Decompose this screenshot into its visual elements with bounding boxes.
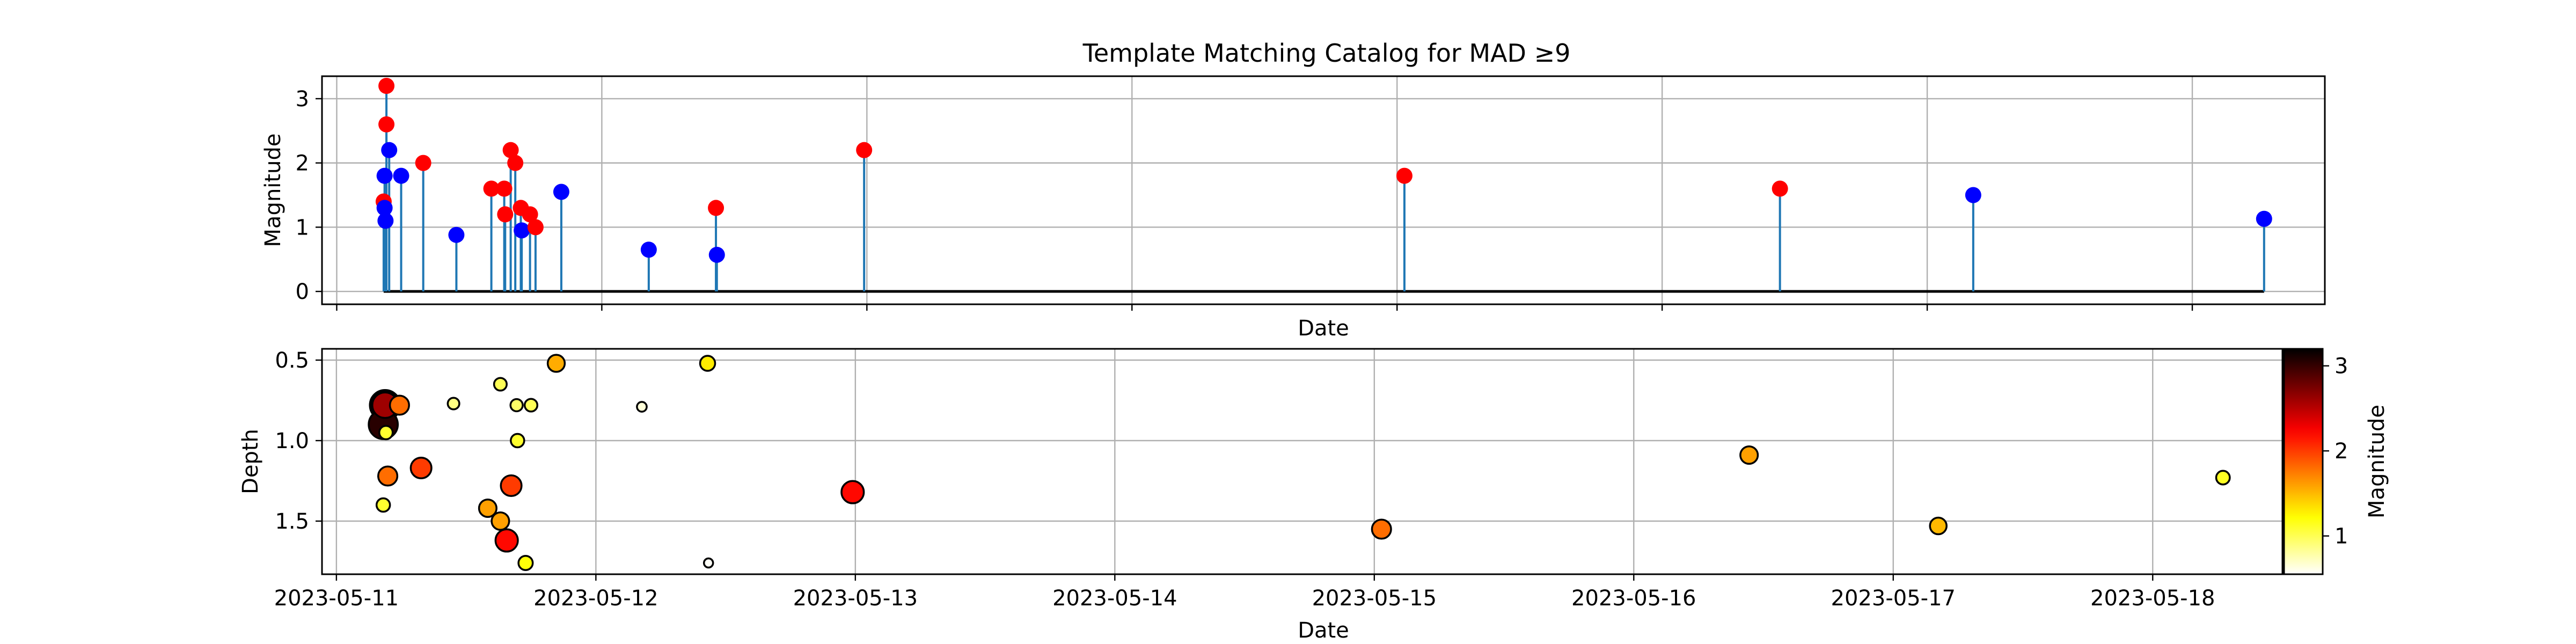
depth-marker <box>510 433 525 449</box>
stem-marker <box>483 180 500 197</box>
stem-marker <box>527 219 544 236</box>
stem-marker <box>514 222 530 239</box>
depth-marker <box>546 354 566 373</box>
depth-marker <box>409 456 433 480</box>
bottom-x-axis-label: Date <box>1298 618 1349 643</box>
stem-marker <box>1396 167 1413 184</box>
bottom-y-axis-label: Depth <box>238 429 263 494</box>
y-tick-label: 0.5 <box>275 348 309 373</box>
x-tick-label: 2023-05-14 <box>1052 586 1177 611</box>
x-tick-label: 2023-05-15 <box>1312 586 1437 611</box>
y-tick-label: 1 <box>296 215 309 240</box>
depth-marker <box>478 498 497 518</box>
stem-marker <box>856 142 873 158</box>
depth-marker <box>389 394 410 416</box>
stem-marker <box>377 213 394 229</box>
top-axes-frame <box>321 75 2326 305</box>
colorbar-tick-label: 1 <box>2334 524 2348 549</box>
y-tick-label: 2 <box>296 151 309 176</box>
depth-marker <box>1929 516 1948 536</box>
depth-marker <box>377 465 399 487</box>
colorbar-bar <box>2283 348 2324 575</box>
stem-marker <box>507 155 524 171</box>
colorbar-tick-label: 2 <box>2334 439 2348 464</box>
depth-marker <box>509 398 524 413</box>
depth-marker <box>447 397 460 411</box>
y-tick-label: 0 <box>296 280 309 304</box>
stem-marker <box>497 206 514 223</box>
stem-marker <box>502 142 519 158</box>
stem-marker <box>393 167 409 184</box>
x-tick-label: 2023-05-17 <box>1831 586 1956 611</box>
figure-title: Template Matching Catalog for MAD ≥9 <box>1082 39 1571 68</box>
depth-marker <box>378 425 394 441</box>
depth-marker <box>636 401 648 413</box>
depth-marker <box>702 557 714 569</box>
magnitude-stem-plot: 0 1 2 3 Date Magnitude <box>261 75 2326 341</box>
magnitude-colorbar: 1 2 3 Magnitude <box>2283 348 2389 575</box>
y-tick-label: 1.0 <box>275 429 309 453</box>
depth-marker <box>840 480 865 504</box>
x-tick-label: 2023-05-12 <box>533 586 658 611</box>
stem-marker <box>553 184 569 200</box>
depth-marker <box>491 511 510 531</box>
stem-marker <box>522 206 538 223</box>
depth-marker <box>1371 518 1392 540</box>
colorbar-label: Magnitude <box>2365 405 2389 518</box>
y-tick-label: 3 <box>296 87 309 112</box>
depth-marker <box>517 554 534 572</box>
stem-marker <box>2256 210 2272 227</box>
y-tick-label: 1.5 <box>275 509 309 534</box>
stem-marker <box>708 246 725 263</box>
bottom-axes-frame <box>321 348 2284 575</box>
stem-marker <box>640 241 657 258</box>
stem-marker <box>708 200 724 216</box>
depth-marker <box>500 474 523 497</box>
stem-marker <box>376 200 393 216</box>
stem-marker <box>448 226 465 243</box>
depth-marker <box>523 398 539 413</box>
stem-marker <box>496 180 513 197</box>
stem-marker <box>376 167 393 184</box>
x-tick-label: 2023-05-18 <box>2090 586 2215 611</box>
stem-marker <box>1772 180 1788 197</box>
depth-marker <box>493 377 508 392</box>
depth-marker <box>494 528 519 553</box>
depth-marker <box>375 497 391 513</box>
depth-scatter-plot: 2023-05-11 2023-05-12 2023-05-13 2023-05-14… <box>238 348 2284 643</box>
stem-marker <box>378 116 395 133</box>
x-tick-label: 2023-05-13 <box>793 586 918 611</box>
x-tick-label: 2023-05-16 <box>1571 586 1696 611</box>
colorbar-tick-label: 3 <box>2334 354 2348 379</box>
stem-marker <box>381 142 398 158</box>
depth-marker <box>699 355 716 372</box>
stem-marker <box>1965 187 1981 203</box>
stem-marker <box>378 77 395 94</box>
depth-marker <box>1739 445 1759 465</box>
stem-marker <box>415 155 431 171</box>
depth-marker <box>2215 470 2231 486</box>
x-tick-label: 2023-05-11 <box>274 586 399 611</box>
top-x-axis-label: Date <box>1298 316 1349 341</box>
top-y-axis-label: Magnitude <box>261 134 286 247</box>
